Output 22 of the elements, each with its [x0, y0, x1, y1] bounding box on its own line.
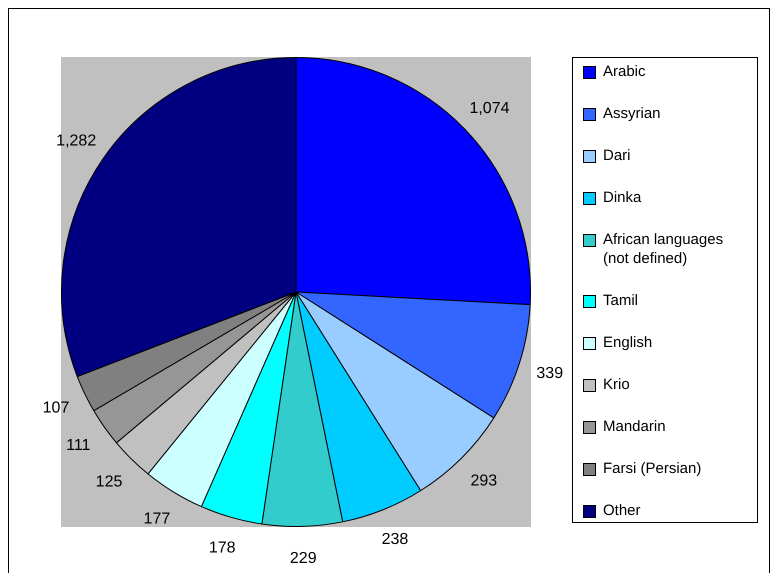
data-label: 125 — [96, 473, 122, 490]
legend-label: Mandarin — [603, 417, 666, 436]
legend-label: Arabic — [603, 62, 646, 81]
data-label: 238 — [382, 530, 408, 548]
data-label: 111 — [66, 437, 91, 454]
data-label: 339 — [536, 364, 564, 382]
legend-label: English — [603, 333, 652, 352]
legend-label: Dari — [603, 146, 631, 165]
legend-label: Other — [603, 501, 641, 520]
legend-label: African languages (not defined) — [603, 230, 724, 268]
legend-label: Farsi (Persian) — [603, 459, 702, 478]
data-label: 1,074 — [469, 100, 510, 118]
data-label: 229 — [290, 550, 317, 567]
data-label: 1,282 — [56, 132, 96, 150]
data-label: 177 — [144, 510, 170, 528]
data-label: 178 — [208, 539, 236, 556]
legend-label: Dinka — [603, 188, 642, 207]
legend-label: Krio — [603, 375, 630, 394]
data-label: 107 — [42, 399, 70, 416]
legend-label: Tamil — [603, 291, 638, 310]
legend-label: Assyrian — [603, 104, 661, 123]
data-label: 293 — [470, 472, 498, 490]
